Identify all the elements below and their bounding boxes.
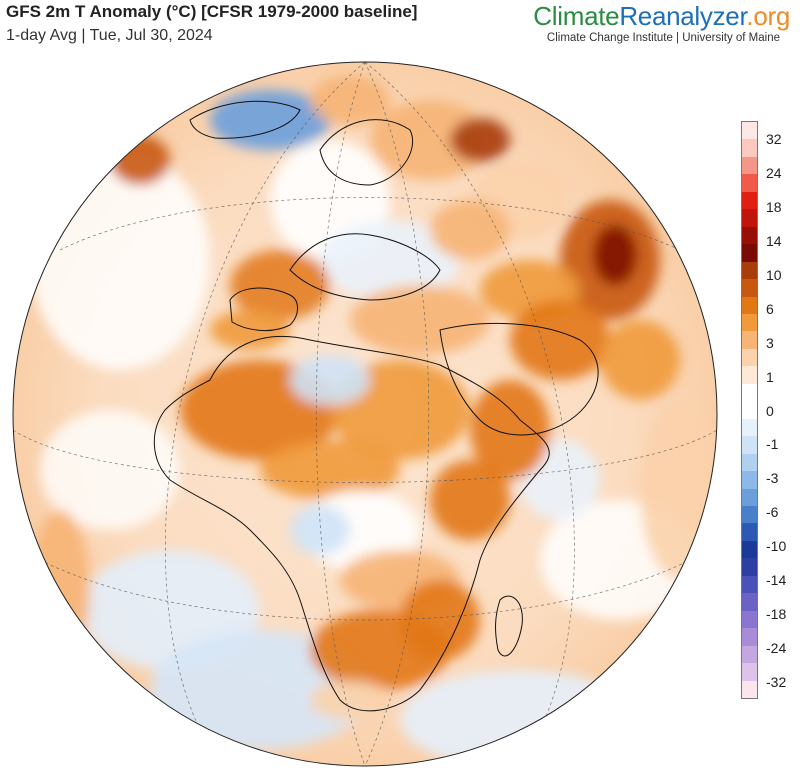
legend-label: 24 [766,164,782,181]
legend-swatch [742,314,757,332]
legend-swatch [742,209,757,228]
legend-swatch [742,174,757,193]
map-title: GFS 2m T Anomaly (°C) [CFSR 1979-2000 ba… [6,2,418,21]
legend-label: -10 [766,538,787,555]
legend-swatch [742,558,757,577]
legend-swatch [742,506,757,524]
legend-label: 10 [766,266,782,283]
legend-label: 0 [766,402,774,419]
legend-label: 6 [766,300,774,317]
globe-surface [13,62,717,766]
legend-swatch [742,244,757,263]
legend-label: 3 [766,334,774,351]
legend-label: 18 [766,198,782,215]
legend-label: -32 [766,674,787,690]
legend-swatch [742,331,757,350]
legend-swatch [742,156,757,175]
legend-swatch [742,122,757,140]
legend-swatch [742,523,757,542]
legend-swatch [742,645,757,664]
legend-swatch [742,436,757,455]
legend-swatch [742,575,757,594]
legend-swatch [742,488,757,507]
legend-swatch [742,453,757,472]
brand-part-climate: Climate [533,1,620,31]
brand-logo[interactable]: ClimateReanalyzer.org [533,1,790,32]
legend-swatch [742,139,757,158]
color-scale-bar [741,121,758,699]
legend-swatch [742,366,757,385]
legend-swatch [742,593,757,612]
brand-part-org: .org [746,1,790,31]
legend-label: -6 [766,504,779,521]
legend-swatch [742,418,757,437]
legend-swatch [742,610,757,629]
legend-label: 1 [766,368,774,385]
legend-swatch [742,383,757,402]
legend-label: 14 [766,232,782,249]
legend-label: -3 [766,470,779,487]
legend-swatch [742,471,757,490]
legend-swatch [742,296,757,315]
legend-swatch [742,348,757,367]
coastlines [153,100,599,712]
graticule [13,62,717,766]
legend-label: -18 [766,606,787,623]
legend-swatch [742,628,757,647]
legend-swatch [742,540,757,559]
legend-swatch [742,279,757,298]
map-subtitle: 1-day Avg | Tue, Jul 30, 2024 [6,27,213,44]
legend-swatch [742,401,757,420]
legend-swatch [742,191,757,210]
legend-swatch [742,680,757,699]
brand-part-reanalyzer: Reanalyzer [619,1,747,31]
legend-label: 32 [766,131,782,147]
legend-label: -1 [766,436,779,453]
legend-label: -14 [766,572,787,589]
legend-swatch [742,261,757,280]
legend-label: -24 [766,640,787,657]
legend-swatch [742,226,757,245]
brand-tagline: Climate Change Institute | University of… [546,32,780,44]
legend-swatch [742,663,757,682]
globe-outline [12,61,718,767]
